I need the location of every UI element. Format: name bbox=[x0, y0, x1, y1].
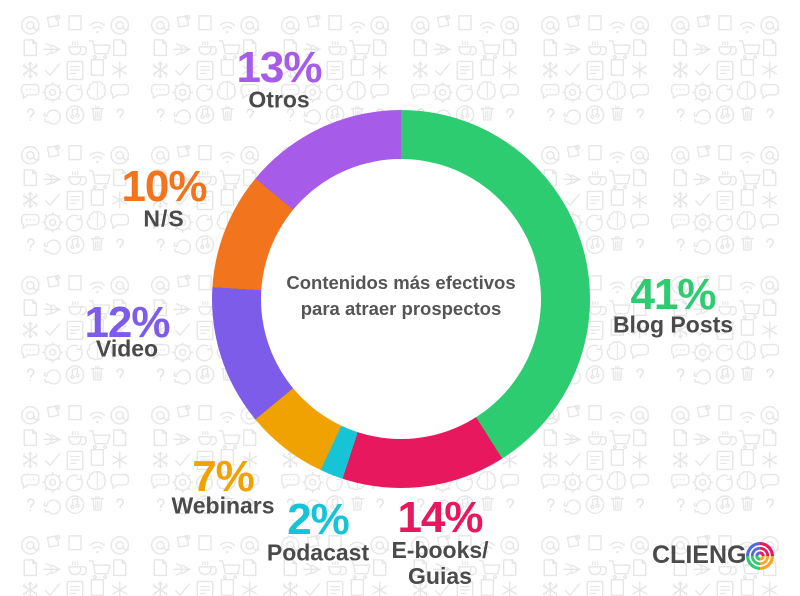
svg-text:CLIENG: CLIENG bbox=[652, 541, 746, 569]
